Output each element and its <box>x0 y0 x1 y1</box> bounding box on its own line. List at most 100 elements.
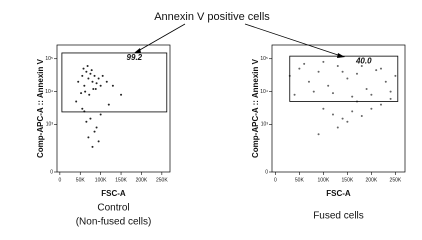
cell-point <box>99 84 102 87</box>
cell-point <box>94 87 97 90</box>
cell-point <box>394 74 397 77</box>
cell-point <box>298 67 301 70</box>
cell-point <box>93 130 96 133</box>
gate-percent: 99.2 <box>127 53 143 62</box>
y-tick-label: 0 <box>50 169 53 175</box>
cell-point <box>379 67 382 70</box>
cell-point <box>346 77 349 80</box>
cell-point <box>379 103 382 106</box>
cell-point <box>85 120 88 123</box>
cell-point <box>87 77 90 80</box>
arrow <box>244 23 342 57</box>
cell-point <box>303 62 306 65</box>
caption: Fused cells <box>313 211 364 222</box>
cell-point <box>105 80 108 83</box>
gate-percent: 40.0 <box>355 56 372 65</box>
cell-point <box>91 145 94 148</box>
figure: Annexin V positive cells 0 50K 100K 150K 200… <box>36 11 406 228</box>
cell-point <box>83 84 86 87</box>
y-tick-label: 10⁴ <box>260 89 268 95</box>
x-tick-label: 200K <box>366 177 378 183</box>
caption: Control <box>97 203 129 214</box>
cell-point <box>92 87 95 90</box>
x-tick-label: 50K <box>76 177 86 183</box>
cell-point <box>95 126 98 129</box>
cell-point <box>322 107 325 110</box>
y-tick-label: 10⁵ <box>260 56 268 62</box>
y-tick-label: 10³ <box>261 122 269 128</box>
cell-point <box>370 107 373 110</box>
x-tick-label: 0 <box>274 177 277 183</box>
cell-point <box>331 113 334 116</box>
y-tick-label: 10⁴ <box>45 89 53 95</box>
plot-frame <box>56 44 171 173</box>
cell-point <box>89 117 92 120</box>
cell-point <box>384 80 387 83</box>
cell-point <box>77 80 80 83</box>
y-tick-label: 10³ <box>46 122 54 128</box>
cell-point <box>90 69 93 72</box>
cell-point <box>81 107 84 110</box>
cell-point <box>312 90 315 93</box>
caption: (Non-fused cells) <box>76 217 152 228</box>
gate <box>289 55 399 102</box>
x-axis-label: FSC-A <box>101 189 126 198</box>
cell-point <box>307 80 310 83</box>
cell-point <box>75 100 78 103</box>
gate <box>61 52 168 113</box>
cell-point <box>87 136 90 139</box>
plot-frame <box>271 44 406 173</box>
cell-point <box>111 84 114 87</box>
cell-point <box>293 93 296 96</box>
cell-point <box>95 82 98 85</box>
x-tick-label: 50K <box>295 177 305 183</box>
cell-point <box>389 97 392 100</box>
x-tick-label: 0 <box>58 177 61 183</box>
cell-point <box>107 103 110 106</box>
cell-point <box>351 110 354 113</box>
x-axis-label: FSC-A <box>326 189 351 198</box>
cell-point <box>370 93 373 96</box>
cell-point <box>93 74 96 77</box>
cell-point <box>351 95 354 98</box>
cell-point <box>389 90 392 93</box>
cell-point <box>88 93 91 96</box>
cell-point <box>317 133 320 136</box>
x-tick-label: 250K <box>156 177 168 183</box>
cell-point <box>81 74 84 77</box>
cell-point <box>80 92 83 95</box>
annotation: Annexin V positive cells <box>154 11 270 23</box>
cell-point <box>91 80 94 83</box>
x-tick-label: 250K <box>390 177 402 183</box>
y-tick-label: 0 <box>265 169 268 175</box>
cell-point <box>336 126 339 129</box>
x-tick-label: 150K <box>115 177 127 183</box>
cell-point <box>322 60 325 63</box>
cell-point <box>341 117 344 120</box>
cell-point <box>360 65 363 68</box>
cell-point <box>327 84 330 87</box>
y-axis-label: Comp-APC-A :: Annexin V <box>36 58 45 158</box>
x-tick-label: 100K <box>95 177 107 183</box>
cell-point <box>355 72 358 75</box>
cell-point <box>86 65 89 68</box>
y-tick-label: 10⁵ <box>45 56 53 62</box>
x-tick-label: 200K <box>136 177 148 183</box>
cell-point <box>346 120 349 123</box>
cell-point <box>331 92 334 95</box>
cell-point <box>341 70 344 73</box>
cell-point <box>365 87 368 90</box>
cell-point <box>97 77 100 80</box>
cell-point <box>89 72 92 75</box>
arrow-head <box>337 53 345 58</box>
cell-point <box>97 140 100 143</box>
cell-point <box>317 70 320 73</box>
y-axis-label: Comp-APC-A :: Annexin V <box>251 58 260 158</box>
cell-point <box>101 74 104 77</box>
page: Annexin V positive cells 0 50K 100K 150K 200… <box>36 10 406 228</box>
cell-point <box>84 90 87 93</box>
cell-point <box>360 115 363 118</box>
arrow <box>137 23 186 52</box>
arrow-head <box>134 48 141 53</box>
x-tick-label: 100K <box>318 177 330 183</box>
